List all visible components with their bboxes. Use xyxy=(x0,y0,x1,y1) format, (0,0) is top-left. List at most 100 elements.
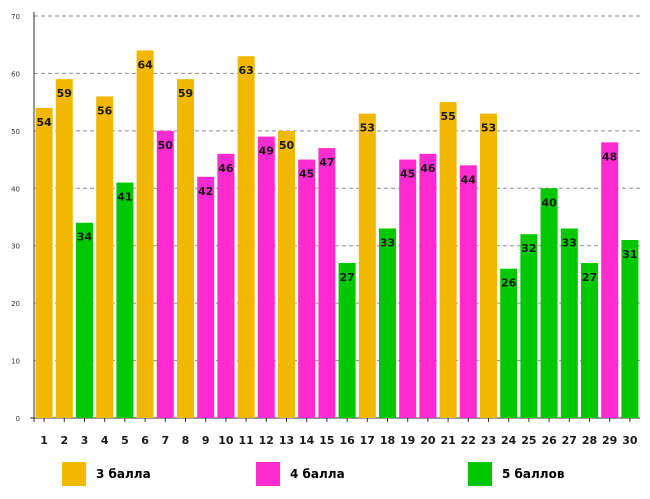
bar-13 xyxy=(278,130,295,418)
bar-9 xyxy=(197,176,215,418)
bar-7 xyxy=(156,130,174,418)
x-tick-label-14: 14 xyxy=(299,434,315,447)
value-label-3: 34 xyxy=(77,231,93,244)
value-label-10: 46 xyxy=(218,162,234,175)
bar-18 xyxy=(379,228,396,418)
legend-label-3-balla: 3 балла xyxy=(96,467,151,481)
x-tick-label-20: 20 xyxy=(420,434,436,447)
y-tick-label-70: 70 xyxy=(11,13,20,21)
bar-16 xyxy=(338,262,356,418)
bar-17 xyxy=(358,113,376,418)
legend-label-4-balla: 4 балла xyxy=(290,467,345,481)
value-label-11: 63 xyxy=(238,64,253,77)
bar-11 xyxy=(237,56,255,418)
value-label-19: 45 xyxy=(400,168,415,181)
value-label-21: 55 xyxy=(440,110,455,123)
x-tick-label-4: 4 xyxy=(101,434,109,447)
x-tick-label-17: 17 xyxy=(360,434,375,447)
value-label-2: 59 xyxy=(57,87,72,100)
bar-chart-canvas: 0 10 20 30 40 50 60 70 5 41 59 23 43 56 44 15 6 46 50 7 59 8 4… xyxy=(11,12,640,447)
value-label-8: 59 xyxy=(178,87,193,100)
x-tick-label-25: 25 xyxy=(521,434,536,447)
value-label-25: 32 xyxy=(521,242,536,255)
value-label-5: 41 xyxy=(117,191,132,204)
bar-27 xyxy=(560,228,578,418)
value-label-20: 46 xyxy=(420,162,436,175)
x-tick-label-19: 19 xyxy=(400,434,415,447)
value-label-4: 56 xyxy=(97,104,113,117)
bar-10 xyxy=(217,153,235,419)
value-label-22: 44 xyxy=(461,173,477,186)
value-label-27: 33 xyxy=(562,236,577,249)
y-tick-label-0: 0 xyxy=(16,415,20,423)
x-tick-label-26: 26 xyxy=(541,434,557,447)
x-tick-label-30: 30 xyxy=(622,434,638,447)
y-tick-label-40: 40 xyxy=(11,185,20,193)
bar-19 xyxy=(399,159,417,419)
x-tick-label-5: 5 xyxy=(121,434,129,447)
value-label-18: 33 xyxy=(380,236,395,249)
x-tick-label-23: 23 xyxy=(481,434,496,447)
bar-21 xyxy=(439,102,457,419)
x-tick-label-8: 8 xyxy=(182,434,190,447)
x-tick-label-1: 1 xyxy=(40,434,48,447)
value-label-26: 40 xyxy=(541,196,557,209)
bar-4 xyxy=(96,96,114,419)
bar-30 xyxy=(621,239,639,418)
bar-2 xyxy=(55,79,73,419)
x-tick-label-11: 11 xyxy=(238,434,253,447)
bar-24 xyxy=(500,268,518,418)
legend-item-4-balla: 4 балла xyxy=(256,462,345,486)
y-tick-label-20: 20 xyxy=(11,300,20,308)
bar-23 xyxy=(480,113,497,418)
legend-swatch-5-ballov xyxy=(468,462,492,486)
x-tick-label-13: 13 xyxy=(279,434,294,447)
bar-25 xyxy=(520,234,538,418)
x-tick-label-12: 12 xyxy=(259,434,274,447)
bar-14 xyxy=(298,159,316,419)
x-tick-label-21: 21 xyxy=(440,434,455,447)
x-tick-label-16: 16 xyxy=(339,434,355,447)
value-label-24: 26 xyxy=(501,277,517,290)
value-label-30: 31 xyxy=(622,248,637,261)
bar-5 xyxy=(116,182,134,418)
x-tick-label-3: 3 xyxy=(81,434,89,447)
bar-26 xyxy=(540,188,558,418)
bar-1 xyxy=(35,107,53,418)
x-tick-label-27: 27 xyxy=(562,434,577,447)
value-label-16: 27 xyxy=(339,271,354,284)
value-label-28: 27 xyxy=(582,271,597,284)
bar-3 xyxy=(76,222,93,418)
value-label-12: 49 xyxy=(259,145,274,158)
value-label-15: 47 xyxy=(319,156,334,169)
x-tick-label-29: 29 xyxy=(602,434,617,447)
value-label-14: 45 xyxy=(299,168,314,181)
bar-15 xyxy=(318,148,336,419)
legend-swatch-3-balla xyxy=(62,462,86,486)
value-label-9: 42 xyxy=(198,185,213,198)
value-label-17: 53 xyxy=(360,122,375,135)
x-tick-label-9: 9 xyxy=(202,434,210,447)
legend: 3 балла 4 балла 5 баллов xyxy=(0,462,650,492)
x-tick-label-15: 15 xyxy=(319,434,334,447)
legend-item-5-ballov: 5 баллов xyxy=(468,462,564,486)
bar-29 xyxy=(601,142,619,419)
bar-6 xyxy=(136,50,154,418)
value-label-7: 50 xyxy=(158,139,174,152)
bar-28 xyxy=(581,262,598,418)
y-tick-label-10: 10 xyxy=(11,358,20,366)
bar-8 xyxy=(177,79,194,419)
legend-swatch-4-balla xyxy=(256,462,280,486)
x-tick-label-10: 10 xyxy=(218,434,234,447)
legend-item-3-balla: 3 балла xyxy=(62,462,151,486)
x-tick-label-7: 7 xyxy=(161,434,169,447)
y-tick-label-50: 50 xyxy=(11,128,20,136)
y-tick-label-30: 30 xyxy=(11,243,20,251)
value-label-29: 48 xyxy=(602,150,617,163)
value-label-13: 50 xyxy=(279,139,295,152)
y-tick-label-60: 60 xyxy=(11,70,20,78)
bar-20 xyxy=(419,153,437,419)
x-tick-label-6: 6 xyxy=(141,434,149,447)
bar-22 xyxy=(459,165,477,418)
